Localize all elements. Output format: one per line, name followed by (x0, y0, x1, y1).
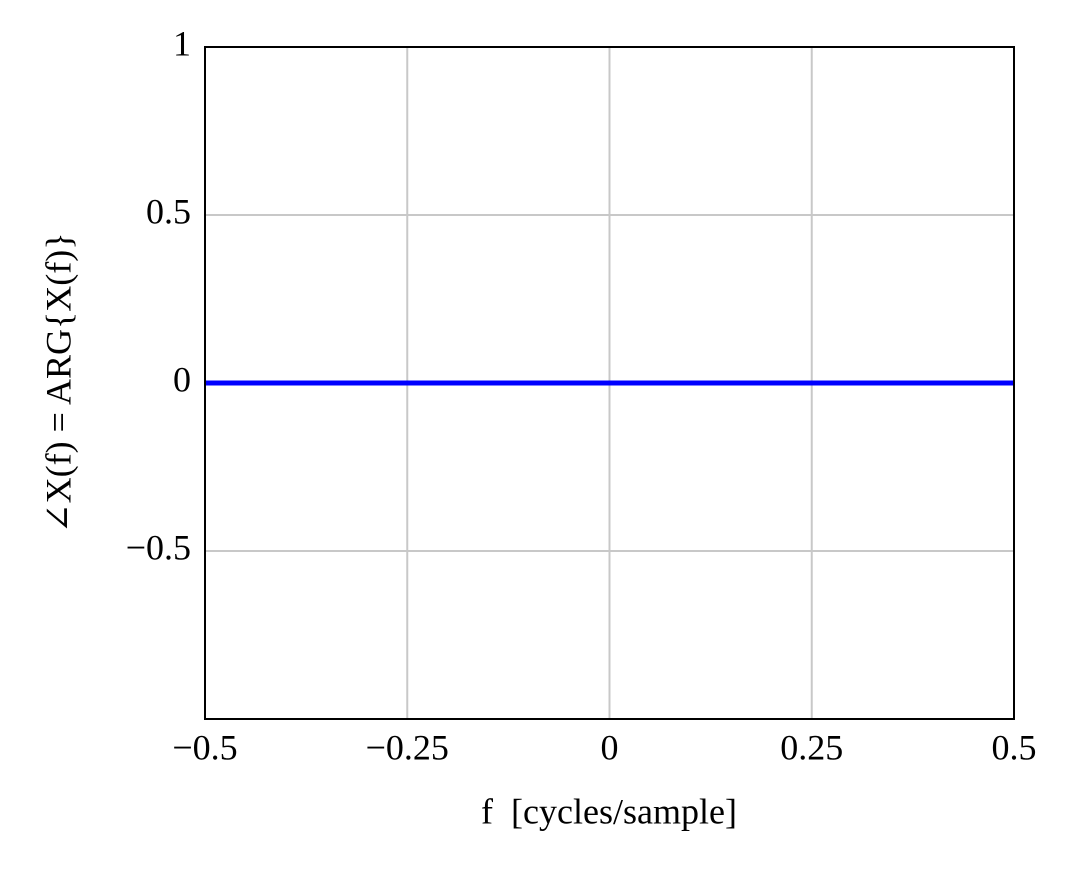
x-axis-label: f [cycles/sample] (481, 791, 737, 831)
x-tick-label: 0 (601, 727, 619, 767)
y-axis-label: ∠X(f) = ARG{X(f)} (38, 233, 78, 534)
x-tick-label: 0.5 (992, 727, 1037, 767)
x-tick-label: −0.5 (172, 727, 237, 767)
x-tick-label: 0.25 (780, 727, 843, 767)
plot-frame (204, 46, 1015, 720)
y-tick-label: 0 (173, 359, 191, 399)
x-tick-label: −0.25 (366, 727, 449, 767)
y-tick-label: −0.5 (126, 527, 191, 567)
y-tick-label: 0.5 (146, 191, 191, 231)
y-tick-label: 1 (173, 23, 191, 63)
